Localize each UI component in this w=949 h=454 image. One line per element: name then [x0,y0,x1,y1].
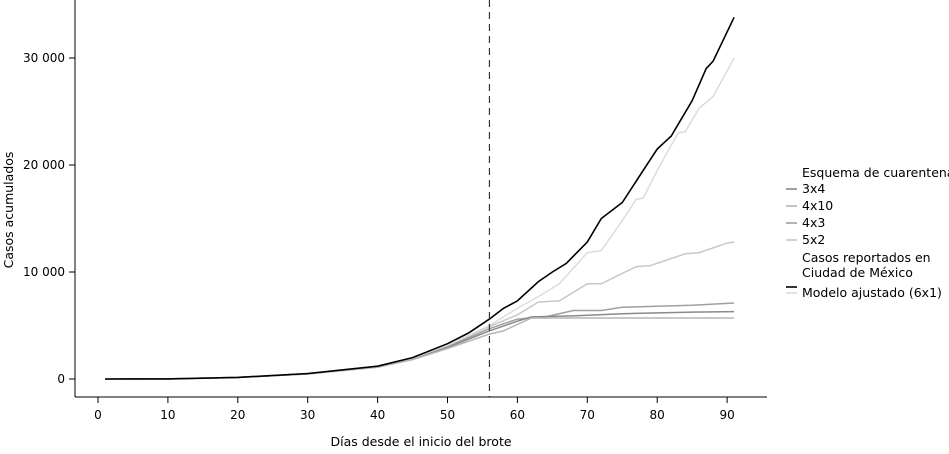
y-axis-label: Casos acumulados [1,152,16,269]
x-axis-label: Días desde el inicio del brote [330,434,511,449]
x-tick-label: 0 [94,408,102,422]
legend-label: 4x10 [802,198,833,213]
y-tick-label: 20 000 [23,158,65,172]
legend-title: Esquema de cuarentena [802,165,949,180]
y-tick-label: 30 000 [23,51,65,65]
series-line-modelo [104,57,735,380]
plot-area [104,0,735,397]
x-tick-label: 40 [370,408,385,422]
legend-label: 5x2 [802,232,825,247]
x-tick-label: 30 [300,408,315,422]
x-tick-label: 90 [719,408,734,422]
x-tick-label: 10 [160,408,175,422]
legend-label: 3x4 [802,181,825,196]
x-tick-label: 70 [580,408,595,422]
x-tick-label: 60 [510,408,525,422]
series-line-3x4 [104,310,735,380]
legend-label: Modelo ajustado (6x1) [802,285,942,300]
x-tick-label: 20 [230,408,245,422]
y-tick-label: 10 000 [23,265,65,279]
legend: Esquema de cuarentena 3x4 4x10 4x3 5x2 Casos… [786,165,949,300]
axes: 0 10 20 30 40 50 60 70 80 90 0 10 000 20 000 30 000 [23,0,767,422]
series-line-5x2 [104,241,735,380]
series-line-4x3 [104,302,735,380]
series-line-casos [104,16,735,380]
legend-label: Casos reportados en Ciudad de México [802,250,931,280]
legend-label: 4x3 [802,215,825,230]
y-tick-label: 0 [57,372,65,386]
x-tick-label: 50 [440,408,455,422]
series-line-4x10 [104,317,735,380]
x-tick-label: 80 [650,408,665,422]
